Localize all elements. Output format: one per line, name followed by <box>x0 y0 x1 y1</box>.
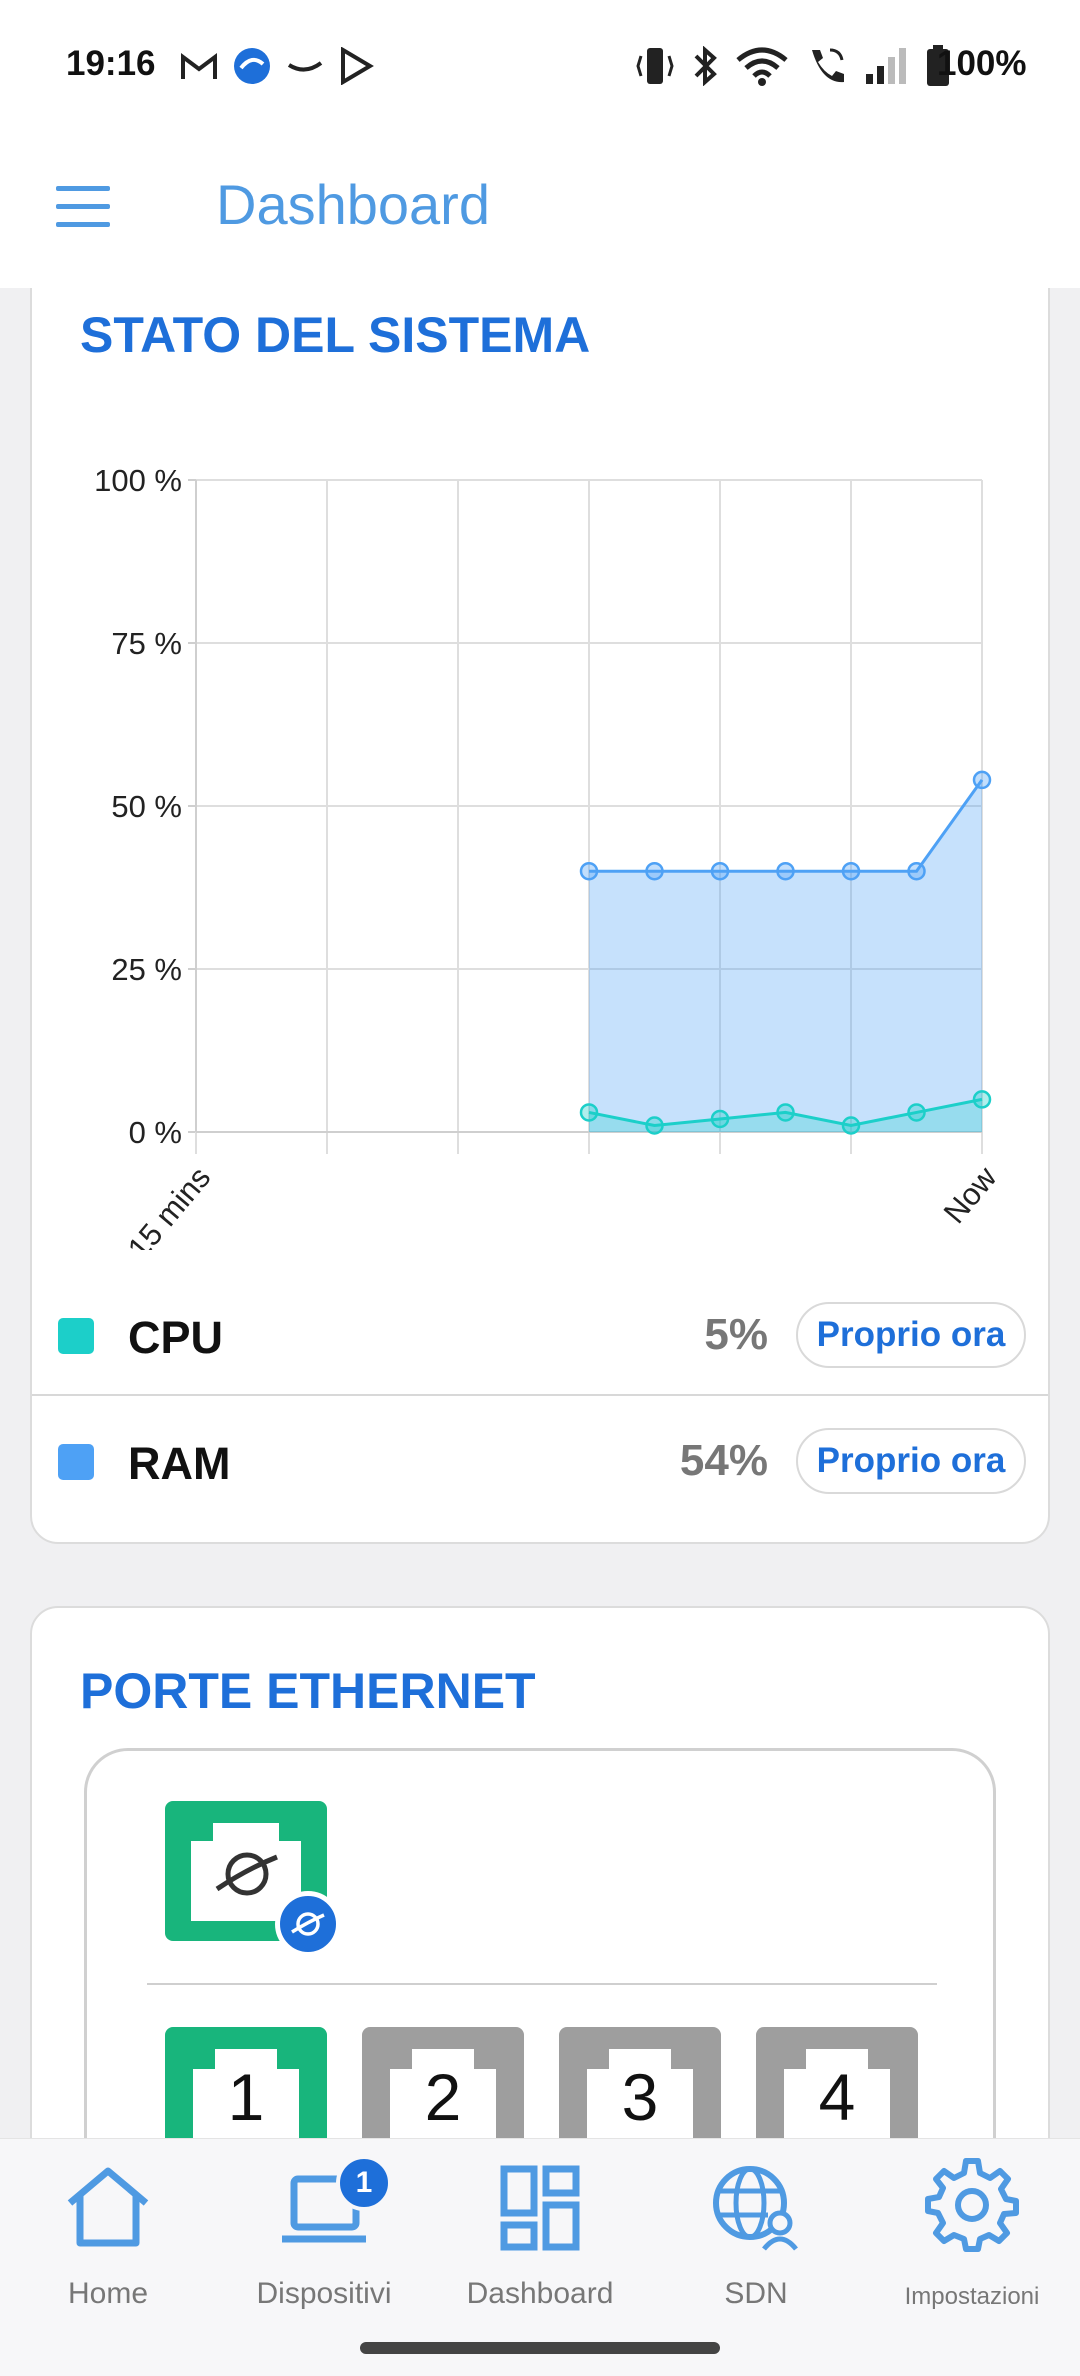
data-point-ram <box>907 861 926 881</box>
lan-port-number: 4 <box>818 2060 856 2134</box>
nav-label: SDN <box>724 2277 788 2310</box>
data-point-ram <box>645 861 664 881</box>
data-point-cpu <box>645 1116 664 1135</box>
bluetooth-icon <box>694 46 717 86</box>
lan-port-4[interactable]: 4 <box>756 2027 918 2138</box>
data-point-cpu <box>907 1103 926 1122</box>
x-tick-label: Now <box>937 1160 1004 1230</box>
y-tick-label: 25 % <box>111 952 182 987</box>
cpu-now-button[interactable]: Proprio ora <box>796 1302 1026 1368</box>
nav-label: Home <box>67 2277 149 2310</box>
legend-value: 54% <box>679 1436 768 1485</box>
ethernet-ports-card: PORTE ETHERNET <box>30 1606 1050 2138</box>
y-tick-label: 0 % <box>129 1115 182 1150</box>
battery-percent: 100% <box>937 44 1027 83</box>
dashboard-icon <box>500 2165 580 2251</box>
data-point-cpu <box>776 1103 795 1122</box>
wifi-call-icon <box>812 48 844 83</box>
nav-settings[interactable]: Impostazioni <box>864 2157 1080 2327</box>
nav-devices[interactable]: 1 Dispositivi <box>216 2155 432 2327</box>
data-point-ram <box>579 861 599 881</box>
internet-icon <box>215 1852 278 1896</box>
data-point-cpu <box>841 1116 861 1135</box>
play-store-icon <box>341 47 374 85</box>
series-area-cpu <box>589 1099 982 1132</box>
gmail-icon <box>181 53 217 79</box>
data-point-cpu <box>972 1090 992 1109</box>
lan-port-number: 3 <box>621 2060 659 2134</box>
data-point-cpu <box>710 1109 730 1129</box>
home-icon <box>67 2167 149 2247</box>
battery-icon <box>927 45 949 86</box>
nav-label: Dashboard <box>466 2277 614 2310</box>
data-point-ram <box>972 770 992 790</box>
y-tick-label: 50 % <box>111 789 182 824</box>
dashboard-scroll[interactable]: STATO DEL SISTEMA 100 % 75 % 50 % 25 % 0 % 15… <box>0 288 1080 2138</box>
legend-row-cpu: CPU 5% Proprio ora <box>32 1272 1048 1396</box>
hamburger-menu-icon[interactable] <box>52 182 114 232</box>
ram-now-button[interactable]: Proprio ora <box>796 1428 1026 1494</box>
system-status-title: STATO DEL SISTEMA <box>80 307 591 363</box>
amazon-icon <box>287 61 323 72</box>
series-line-ram <box>589 779 984 873</box>
bottom-navigation: Home 1 Dispositivi Dashboard SDN Imposta… <box>0 2138 1080 2376</box>
y-tick-label: 100 % <box>94 463 182 498</box>
sdn-icon <box>713 2166 798 2251</box>
app-icon <box>234 48 270 84</box>
series-area-ram <box>589 779 982 1132</box>
lan-port-number: 1 <box>227 2060 265 2134</box>
lan-port-2[interactable]: 2 <box>362 2027 524 2138</box>
home-indicator <box>360 2342 720 2354</box>
legend-label: CPU <box>128 1312 224 1363</box>
nav-sdn[interactable]: SDN <box>648 2157 864 2327</box>
lan-port-1[interactable]: 1 <box>165 2027 327 2138</box>
nav-label: Impostazioni <box>904 2283 1040 2310</box>
y-tick-label: 75 % <box>111 626 182 661</box>
ethernet-ports-title: PORTE ETHERNET <box>80 1663 536 1719</box>
system-icons <box>636 44 950 88</box>
data-point-ram <box>710 861 730 881</box>
system-chart: 100 % 75 % 50 % 25 % 0 % 15 mins Now <box>94 463 1004 1250</box>
lan-port-3[interactable]: 3 <box>559 2027 721 2138</box>
legend-row-ram: RAM 54% Proprio ora <box>32 1398 1048 1522</box>
series-line-cpu <box>588 1097 983 1128</box>
ports-panel: 1 2 3 4 <box>84 1748 996 2138</box>
settings-icon <box>925 2158 1019 2252</box>
legend-label: RAM <box>128 1438 231 1489</box>
page-title: Dashboard <box>216 173 490 236</box>
data-point-ram <box>776 861 795 881</box>
cpu-swatch <box>58 1318 94 1354</box>
x-tick-label: 15 mins <box>121 1160 218 1250</box>
signal-icon <box>866 48 906 84</box>
nav-home[interactable]: Home <box>0 2157 216 2327</box>
notification-icons <box>180 44 374 88</box>
internet-badge-icon <box>275 1891 341 1957</box>
vibrate-icon <box>636 48 674 84</box>
ports-divider <box>147 1983 937 1985</box>
data-point-cpu <box>579 1103 599 1122</box>
system-status-card: STATO DEL SISTEMA 100 % 75 % 50 % 25 % 0 % 15… <box>30 288 1050 1544</box>
ram-swatch <box>58 1444 94 1480</box>
lan-port-number: 2 <box>424 2060 462 2134</box>
devices-badge: 1 <box>336 2155 392 2211</box>
legend-value: 5% <box>704 1310 768 1359</box>
nav-dashboard[interactable]: Dashboard <box>432 2157 648 2327</box>
app-bar: Dashboard <box>0 130 1080 288</box>
wifi-icon <box>736 47 788 86</box>
data-point-ram <box>841 861 861 881</box>
status-bar: 19:16 100% <box>0 0 1080 130</box>
nav-label: Dispositivi <box>256 2277 392 2310</box>
status-time: 19:16 <box>66 44 156 83</box>
